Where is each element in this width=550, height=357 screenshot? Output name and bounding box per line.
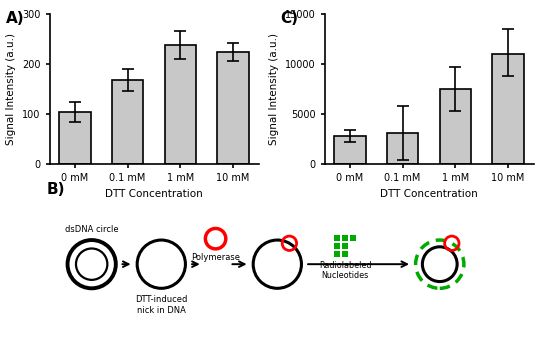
Bar — [59, 112, 91, 164]
Bar — [492, 54, 524, 164]
Bar — [439, 89, 471, 164]
Text: Radiolabeled
Nucleotides: Radiolabeled Nucleotides — [319, 261, 371, 280]
Y-axis label: Signal Intensity (a.u.): Signal Intensity (a.u.) — [7, 33, 16, 145]
Bar — [164, 45, 196, 164]
Bar — [112, 80, 144, 164]
Text: B): B) — [47, 182, 65, 197]
Text: C): C) — [280, 11, 299, 26]
Text: A): A) — [6, 11, 24, 26]
X-axis label: DTT Concentration: DTT Concentration — [380, 189, 478, 199]
X-axis label: DTT Concentration: DTT Concentration — [105, 189, 203, 199]
Bar — [217, 52, 249, 164]
Text: DTT-induced
nick in DNA: DTT-induced nick in DNA — [135, 295, 188, 315]
Text: dsDNA circle: dsDNA circle — [65, 225, 118, 234]
Bar — [387, 133, 419, 164]
Bar — [334, 136, 366, 164]
Y-axis label: Signal Intensity (a.u.): Signal Intensity (a.u.) — [269, 33, 279, 145]
Text: Polymerase: Polymerase — [191, 253, 240, 262]
